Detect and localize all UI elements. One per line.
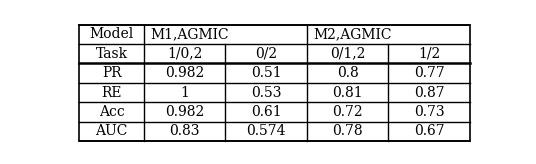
Text: 0.982: 0.982 xyxy=(165,105,204,119)
Text: 0/1,2: 0/1,2 xyxy=(330,47,366,61)
Text: 0.574: 0.574 xyxy=(247,124,286,138)
Text: 0.8: 0.8 xyxy=(337,66,359,80)
Text: RE: RE xyxy=(101,85,122,100)
Text: 0.61: 0.61 xyxy=(251,105,281,119)
Text: M1,AGMIC: M1,AGMIC xyxy=(150,27,229,41)
Text: 0.77: 0.77 xyxy=(414,66,444,80)
Text: 0/2: 0/2 xyxy=(255,47,277,61)
Text: PR: PR xyxy=(102,66,122,80)
Text: AUC: AUC xyxy=(95,124,128,138)
Text: 0.53: 0.53 xyxy=(251,85,281,100)
Text: Model: Model xyxy=(90,27,134,41)
Text: 0.87: 0.87 xyxy=(414,85,444,100)
Text: 0.51: 0.51 xyxy=(251,66,281,80)
Text: Task: Task xyxy=(95,47,128,61)
Text: 0.67: 0.67 xyxy=(414,124,444,138)
Text: 0.73: 0.73 xyxy=(414,105,444,119)
Text: 0.982: 0.982 xyxy=(165,66,204,80)
Text: 1/2: 1/2 xyxy=(418,47,440,61)
Text: 0.83: 0.83 xyxy=(169,124,200,138)
Text: 1: 1 xyxy=(180,85,189,100)
Text: 0.72: 0.72 xyxy=(332,105,363,119)
Text: 0.78: 0.78 xyxy=(332,124,363,138)
Text: M2,AGMIC: M2,AGMIC xyxy=(313,27,392,41)
Text: Acc: Acc xyxy=(99,105,124,119)
Text: 0.81: 0.81 xyxy=(332,85,363,100)
Text: 1/0,2: 1/0,2 xyxy=(167,47,202,61)
